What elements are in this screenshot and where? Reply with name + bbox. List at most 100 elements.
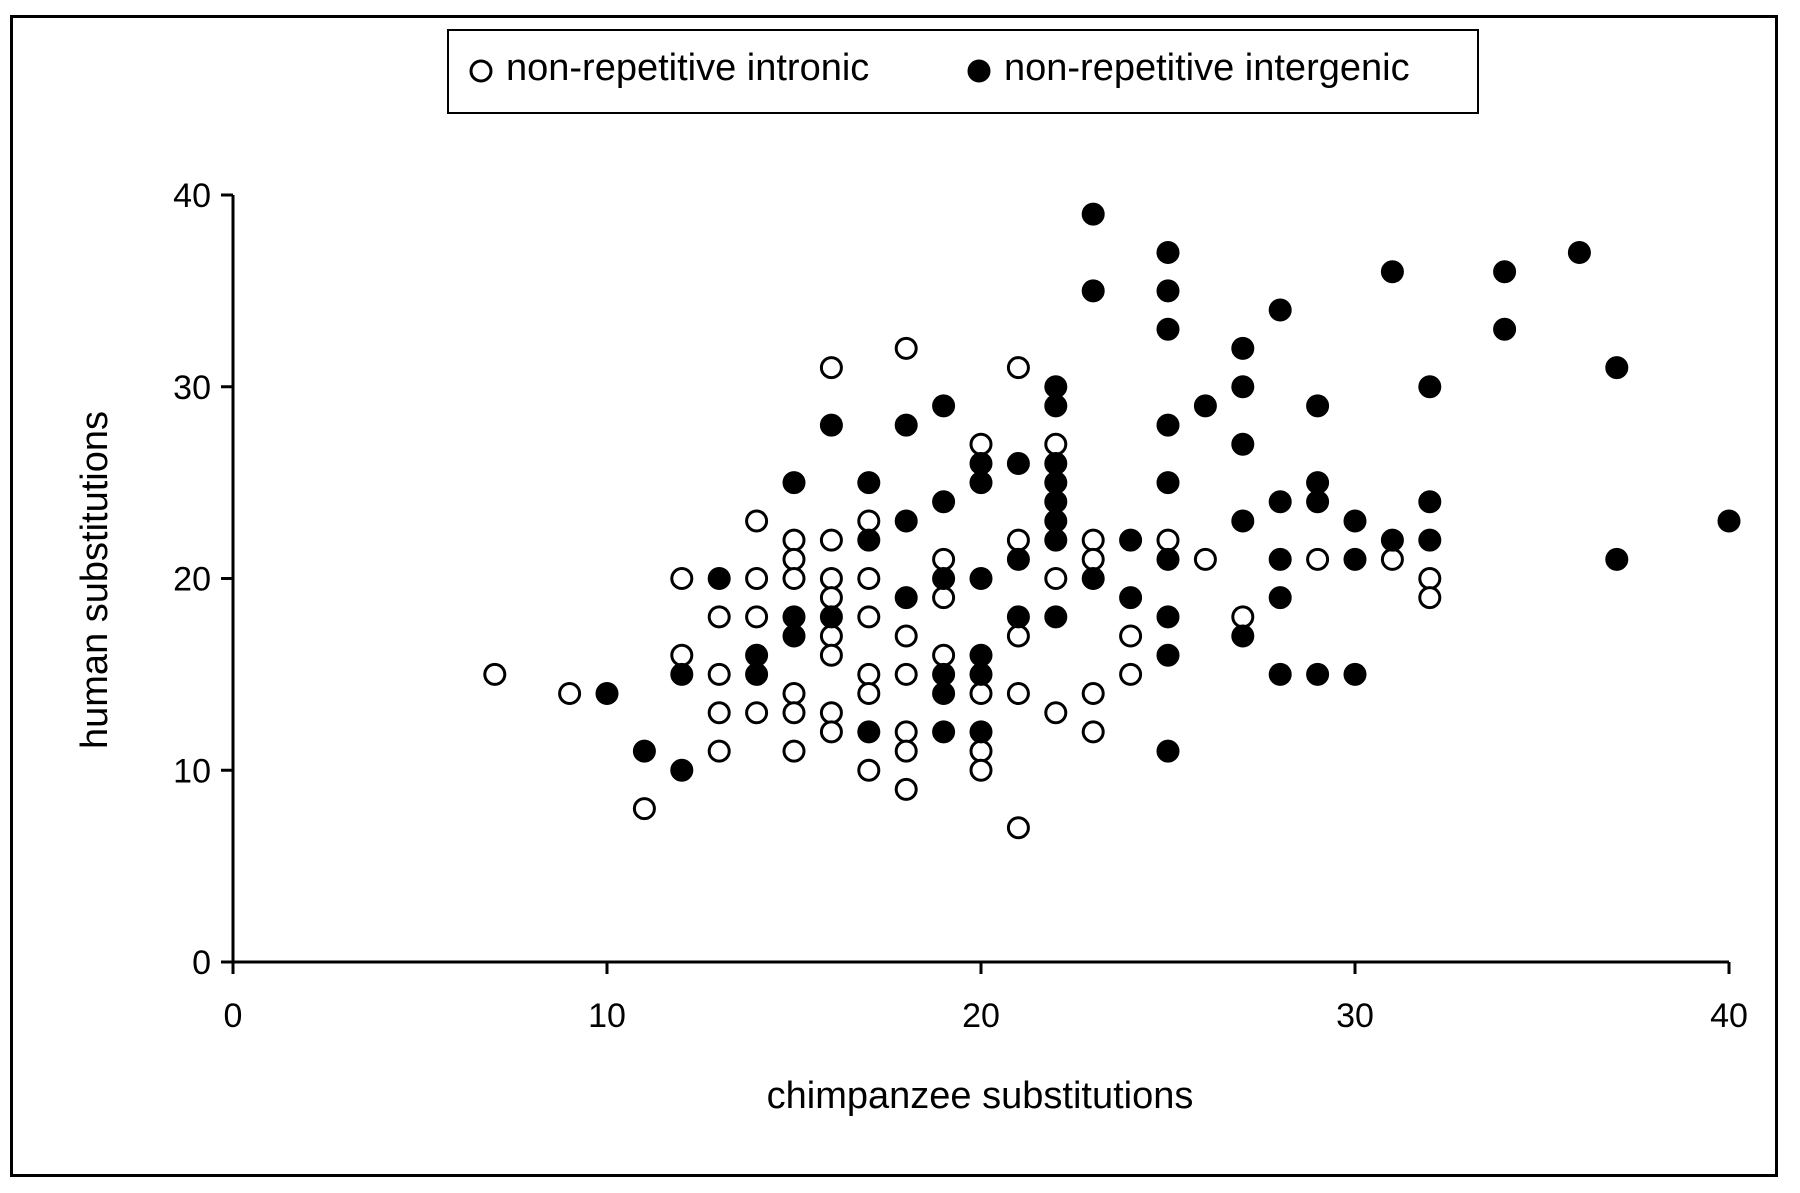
data-points	[483, 202, 1741, 840]
point-intronic	[1044, 701, 1068, 725]
point-intergenic	[1156, 605, 1180, 629]
point-intergenic	[1231, 375, 1255, 399]
point-intergenic	[1156, 241, 1180, 265]
point-intergenic	[969, 451, 993, 475]
point-intronic	[932, 643, 956, 667]
point-intronic	[632, 797, 656, 821]
point-intronic	[1119, 662, 1143, 686]
point-intergenic	[932, 720, 956, 744]
point-intergenic	[1306, 490, 1330, 514]
point-intergenic	[1231, 336, 1255, 360]
point-intronic	[1006, 816, 1030, 840]
point-intronic	[707, 662, 731, 686]
point-intronic	[1418, 567, 1442, 590]
point-intronic	[707, 739, 731, 763]
point-intronic	[782, 682, 806, 706]
point-intronic	[857, 509, 881, 533]
point-intronic	[894, 720, 918, 744]
point-intronic	[932, 586, 956, 610]
point-intronic	[745, 567, 769, 590]
point-intronic	[819, 643, 843, 667]
point-intergenic	[1306, 662, 1330, 686]
point-intergenic	[1044, 394, 1068, 418]
point-intronic	[819, 528, 843, 552]
point-intronic	[1006, 682, 1030, 706]
point-intronic	[670, 567, 694, 590]
y-tick-label: 30	[173, 369, 211, 407]
point-intronic	[745, 701, 769, 725]
point-intronic	[894, 739, 918, 763]
point-intronic	[745, 509, 769, 533]
point-intronic	[1081, 720, 1105, 744]
point-intergenic	[819, 413, 843, 437]
x-tick-label: 10	[588, 997, 626, 1035]
point-intergenic	[1605, 356, 1629, 380]
point-intergenic	[595, 682, 619, 706]
point-intergenic	[819, 605, 843, 629]
point-intergenic	[894, 413, 918, 437]
point-intergenic	[1156, 317, 1180, 341]
point-intergenic	[1380, 260, 1404, 284]
x-axis-title: chimpanzee substitutions	[767, 1075, 1194, 1117]
point-intergenic	[932, 394, 956, 418]
legend-box	[447, 29, 1479, 114]
point-intronic	[969, 432, 993, 456]
point-intergenic	[632, 739, 656, 763]
legend-marker-intronic	[469, 59, 493, 83]
point-intergenic	[1268, 490, 1292, 514]
point-intergenic	[1156, 471, 1180, 495]
point-intergenic	[857, 528, 881, 552]
point-intronic	[857, 662, 881, 686]
point-intronic	[969, 758, 993, 782]
legend-label-intronic: non-repetitive intronic	[506, 47, 869, 89]
point-intergenic	[782, 471, 806, 495]
point-intergenic	[1268, 662, 1292, 686]
point-intergenic	[894, 509, 918, 533]
y-tick-label: 40	[173, 177, 211, 215]
y-tick-label: 10	[173, 752, 211, 790]
point-intergenic	[894, 586, 918, 610]
point-intronic	[707, 605, 731, 629]
x-tick-label: 20	[962, 997, 1000, 1035]
point-intergenic	[1044, 605, 1068, 629]
point-intergenic	[1306, 471, 1330, 495]
point-intergenic	[1605, 547, 1629, 571]
point-intronic	[782, 739, 806, 763]
point-intronic	[1006, 528, 1030, 552]
point-intronic	[1156, 528, 1180, 552]
point-intergenic	[969, 567, 993, 590]
point-intronic	[857, 758, 881, 782]
point-intronic	[1006, 624, 1030, 648]
point-intronic	[894, 662, 918, 686]
point-intronic	[1306, 547, 1330, 571]
point-intergenic	[932, 490, 956, 514]
y-axis-title: human substitutions	[74, 411, 116, 749]
point-intronic	[819, 624, 843, 648]
point-intronic	[782, 701, 806, 725]
point-intergenic	[1268, 298, 1292, 322]
point-intronic	[1081, 528, 1105, 552]
y-tick-label: 20	[173, 561, 211, 599]
point-intergenic	[1119, 586, 1143, 610]
point-intronic	[707, 701, 731, 725]
point-intergenic	[1343, 547, 1367, 571]
point-intergenic	[932, 682, 956, 706]
point-intergenic	[1044, 471, 1068, 495]
point-intergenic	[1044, 451, 1068, 475]
x-tick-label: 0	[224, 997, 243, 1035]
point-intronic	[1418, 586, 1442, 610]
point-intergenic	[1156, 739, 1180, 763]
point-intergenic	[1418, 375, 1442, 399]
point-intronic	[894, 624, 918, 648]
point-intronic	[857, 567, 881, 590]
point-intergenic	[1006, 605, 1030, 629]
point-intronic	[1081, 682, 1105, 706]
chart-frame	[10, 15, 1778, 1177]
point-intronic	[483, 662, 507, 686]
point-intronic	[857, 682, 881, 706]
point-intergenic	[1717, 509, 1741, 533]
point-intergenic	[1044, 528, 1068, 552]
point-intergenic	[1081, 202, 1105, 226]
point-intergenic	[1268, 547, 1292, 571]
